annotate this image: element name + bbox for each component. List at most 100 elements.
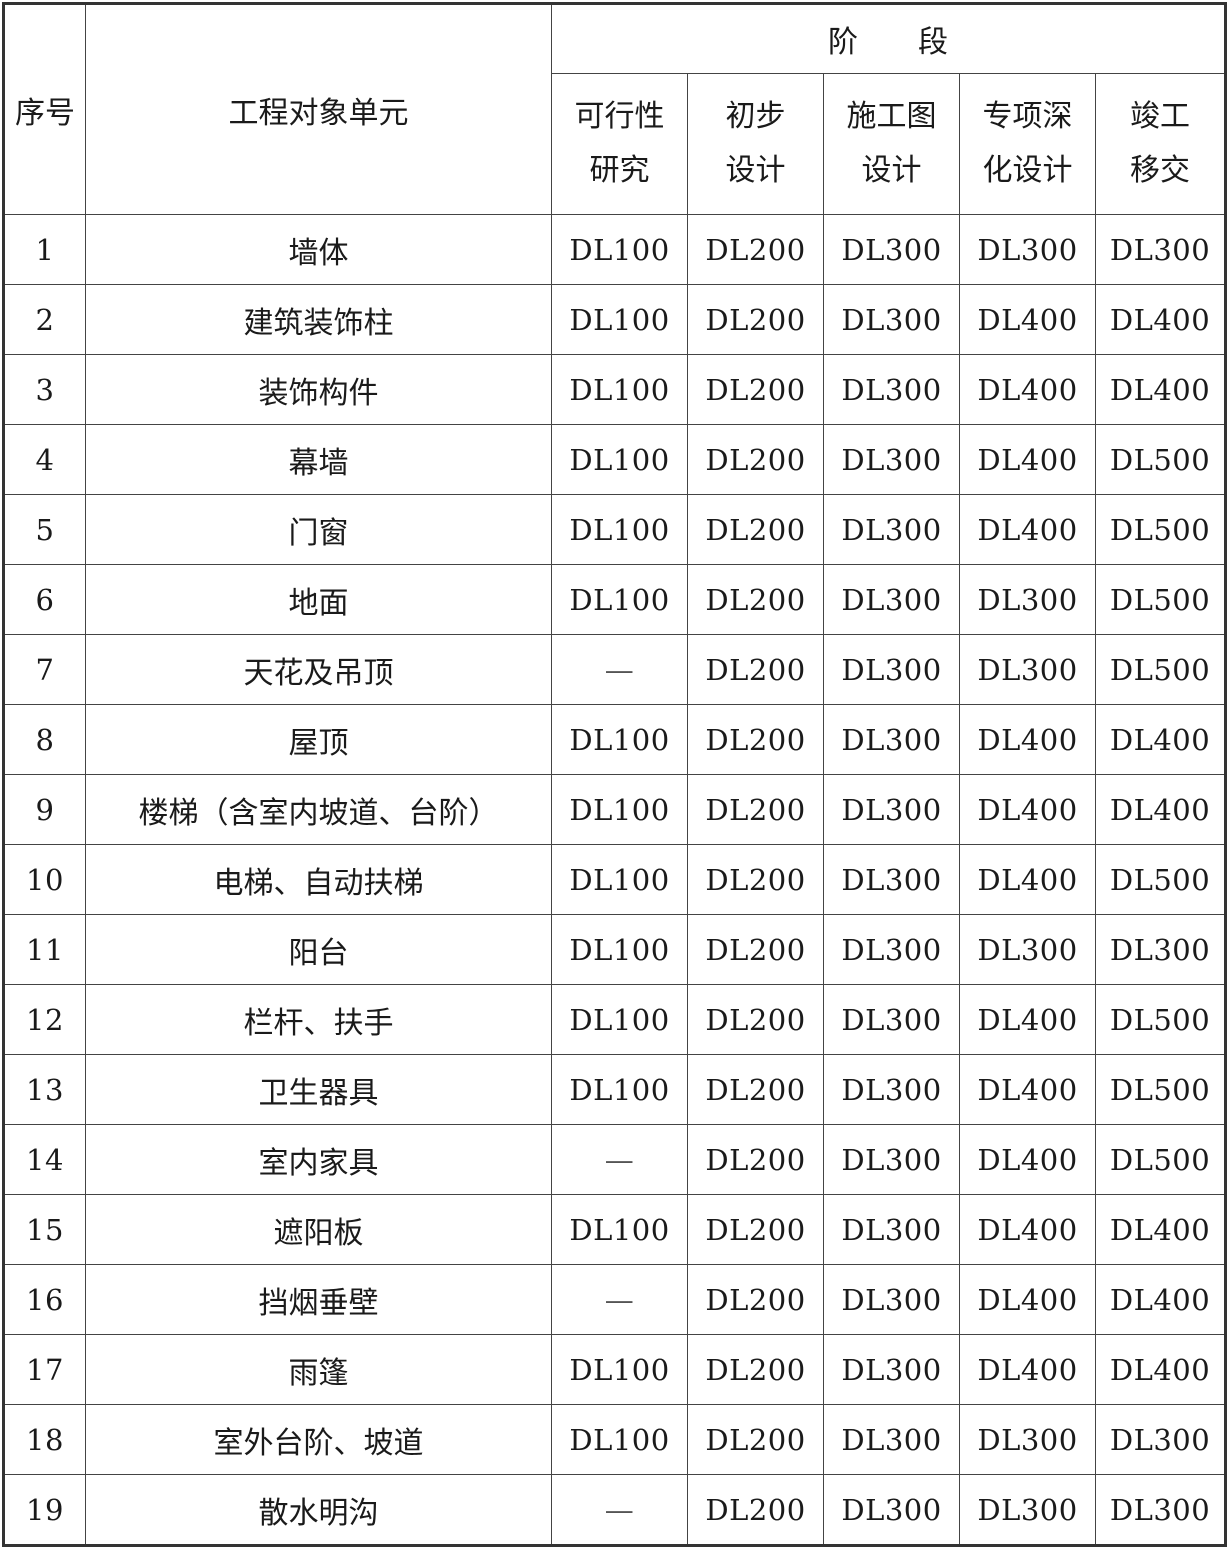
level-cell: DL500 <box>1095 844 1226 915</box>
row-unit: 室外台阶、坡道 <box>85 1404 552 1475</box>
level-cell: DL400 <box>959 284 1096 355</box>
table-row: 7 天花及吊顶 — DL200 DL300 DL300 DL500 <box>3 634 1226 705</box>
header-stage-line: 施工图 <box>846 99 937 134</box>
row-index: 8 <box>3 704 86 775</box>
row-unit: 雨篷 <box>85 1334 552 1405</box>
level-cell: DL300 <box>959 1474 1096 1546</box>
row-unit: 卫生器具 <box>85 1054 552 1125</box>
level-cell: DL500 <box>1095 1124 1226 1195</box>
table-row: 17 雨篷 DL100 DL200 DL300 DL400 DL400 <box>3 1334 1226 1405</box>
table-row: 15 遮阳板 DL100 DL200 DL300 DL400 DL400 <box>3 1194 1226 1265</box>
row-index: 2 <box>3 284 86 355</box>
level-cell: DL300 <box>823 1404 960 1475</box>
row-index: 11 <box>3 914 86 985</box>
level-cell: DL400 <box>959 774 1096 845</box>
table-row: 19 散水明沟 — DL200 DL300 DL300 DL300 <box>3 1474 1226 1546</box>
level-cell: DL100 <box>551 1194 688 1265</box>
level-cell: DL200 <box>687 214 824 285</box>
row-unit: 楼梯（含室内坡道、台阶） <box>85 774 552 845</box>
level-cell: DL200 <box>687 844 824 915</box>
level-cell: DL200 <box>687 914 824 985</box>
level-cell: DL300 <box>823 1474 960 1546</box>
level-cell: DL100 <box>551 284 688 355</box>
level-cell: DL300 <box>823 1124 960 1195</box>
level-cell: DL200 <box>687 284 824 355</box>
level-cell: DL100 <box>551 914 688 985</box>
level-cell: — <box>551 1474 688 1546</box>
level-cell: DL300 <box>823 214 960 285</box>
header-stage-line: 设计 <box>861 153 922 188</box>
level-cell: DL100 <box>551 704 688 775</box>
header-stage-line: 可行性 <box>574 99 665 134</box>
header-stage: 阶 段 <box>551 3 1226 74</box>
header-stage-line: 研究 <box>589 153 650 188</box>
level-cell: — <box>551 1264 688 1335</box>
level-cell: DL200 <box>687 494 824 565</box>
table-row: 11 阳台 DL100 DL200 DL300 DL300 DL300 <box>3 914 1226 985</box>
level-cell: DL400 <box>959 844 1096 915</box>
row-unit: 散水明沟 <box>85 1474 552 1546</box>
header-stage-1: 初步 设计 <box>687 73 824 215</box>
header-stage-line: 竣工 <box>1130 99 1190 134</box>
level-cell: DL300 <box>1095 214 1226 285</box>
table-row: 2 建筑装饰柱 DL100 DL200 DL300 DL400 DL400 <box>3 284 1226 355</box>
table-row: 6 地面 DL100 DL200 DL300 DL300 DL500 <box>3 564 1226 635</box>
level-cell: DL100 <box>551 1404 688 1475</box>
row-index: 15 <box>3 1194 86 1265</box>
level-cell: DL300 <box>823 914 960 985</box>
table-row: 14 室内家具 — DL200 DL300 DL400 DL500 <box>3 1124 1226 1195</box>
level-cell: — <box>551 634 688 705</box>
level-cell: DL100 <box>551 354 688 425</box>
level-cell: DL300 <box>959 634 1096 705</box>
level-cell: DL300 <box>823 844 960 915</box>
header-stage-4: 竣工 移交 <box>1095 73 1226 215</box>
row-unit: 地面 <box>85 564 552 635</box>
row-unit: 阳台 <box>85 914 552 985</box>
row-unit: 幕墙 <box>85 424 552 495</box>
table-row: 4 幕墙 DL100 DL200 DL300 DL400 DL500 <box>3 424 1226 495</box>
row-index: 1 <box>3 214 86 285</box>
row-index: 9 <box>3 774 86 845</box>
level-cell: DL400 <box>959 354 1096 425</box>
row-index: 19 <box>3 1474 86 1546</box>
table-row: 3 装饰构件 DL100 DL200 DL300 DL400 DL400 <box>3 354 1226 425</box>
level-cell: DL200 <box>687 1404 824 1475</box>
level-cell: DL400 <box>959 704 1096 775</box>
header-stage-0: 可行性 研究 <box>551 73 688 215</box>
level-cell: DL400 <box>1095 1264 1226 1335</box>
level-cell: DL300 <box>959 564 1096 635</box>
level-cell: DL400 <box>959 1194 1096 1265</box>
level-cell: DL300 <box>959 1404 1096 1475</box>
level-cell: DL200 <box>687 564 824 635</box>
level-cell: DL400 <box>959 1054 1096 1125</box>
level-cell: DL200 <box>687 704 824 775</box>
level-cell: DL400 <box>1095 1334 1226 1405</box>
level-cell: DL500 <box>1095 494 1226 565</box>
level-cell: DL500 <box>1095 634 1226 705</box>
level-cell: DL300 <box>823 984 960 1055</box>
table-row: 9 楼梯（含室内坡道、台阶） DL100 DL200 DL300 DL400 DL400 <box>3 774 1226 845</box>
level-cell: DL400 <box>1095 1194 1226 1265</box>
level-cell: DL200 <box>687 984 824 1055</box>
level-cell: DL200 <box>687 1194 824 1265</box>
level-cell: DL400 <box>959 424 1096 495</box>
table-row: 1 墙体 DL100 DL200 DL300 DL300 DL300 <box>3 214 1226 285</box>
level-cell: DL300 <box>1095 1474 1226 1546</box>
level-cell: DL200 <box>687 774 824 845</box>
level-cell: DL300 <box>823 774 960 845</box>
row-unit: 遮阳板 <box>85 1194 552 1265</box>
row-index: 12 <box>3 984 86 1055</box>
header-stage-line: 专项深 <box>982 99 1073 134</box>
header-unit: 工程对象单元 <box>85 3 552 215</box>
level-cell: DL300 <box>823 1334 960 1405</box>
level-cell: DL400 <box>959 1334 1096 1405</box>
row-index: 10 <box>3 844 86 915</box>
level-cell: DL100 <box>551 1054 688 1125</box>
row-unit: 墙体 <box>85 214 552 285</box>
level-cell: DL400 <box>959 984 1096 1055</box>
level-cell: DL300 <box>823 564 960 635</box>
table-row: 18 室外台阶、坡道 DL100 DL200 DL300 DL300 DL300 <box>3 1404 1226 1475</box>
level-cell: DL400 <box>959 1264 1096 1335</box>
table-row: 12 栏杆、扶手 DL100 DL200 DL300 DL400 DL500 <box>3 984 1226 1055</box>
